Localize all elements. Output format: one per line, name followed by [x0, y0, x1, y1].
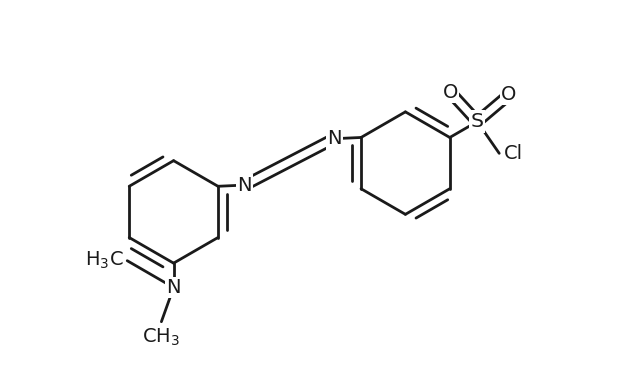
Text: O: O	[501, 85, 516, 104]
Text: O: O	[443, 83, 458, 102]
Text: Cl: Cl	[504, 144, 524, 163]
Text: H$_3$C: H$_3$C	[85, 250, 124, 272]
Text: S: S	[471, 112, 484, 131]
Text: N: N	[237, 176, 252, 195]
Text: N: N	[166, 278, 181, 297]
Text: N: N	[327, 129, 341, 148]
Text: CH$_3$: CH$_3$	[142, 327, 180, 348]
